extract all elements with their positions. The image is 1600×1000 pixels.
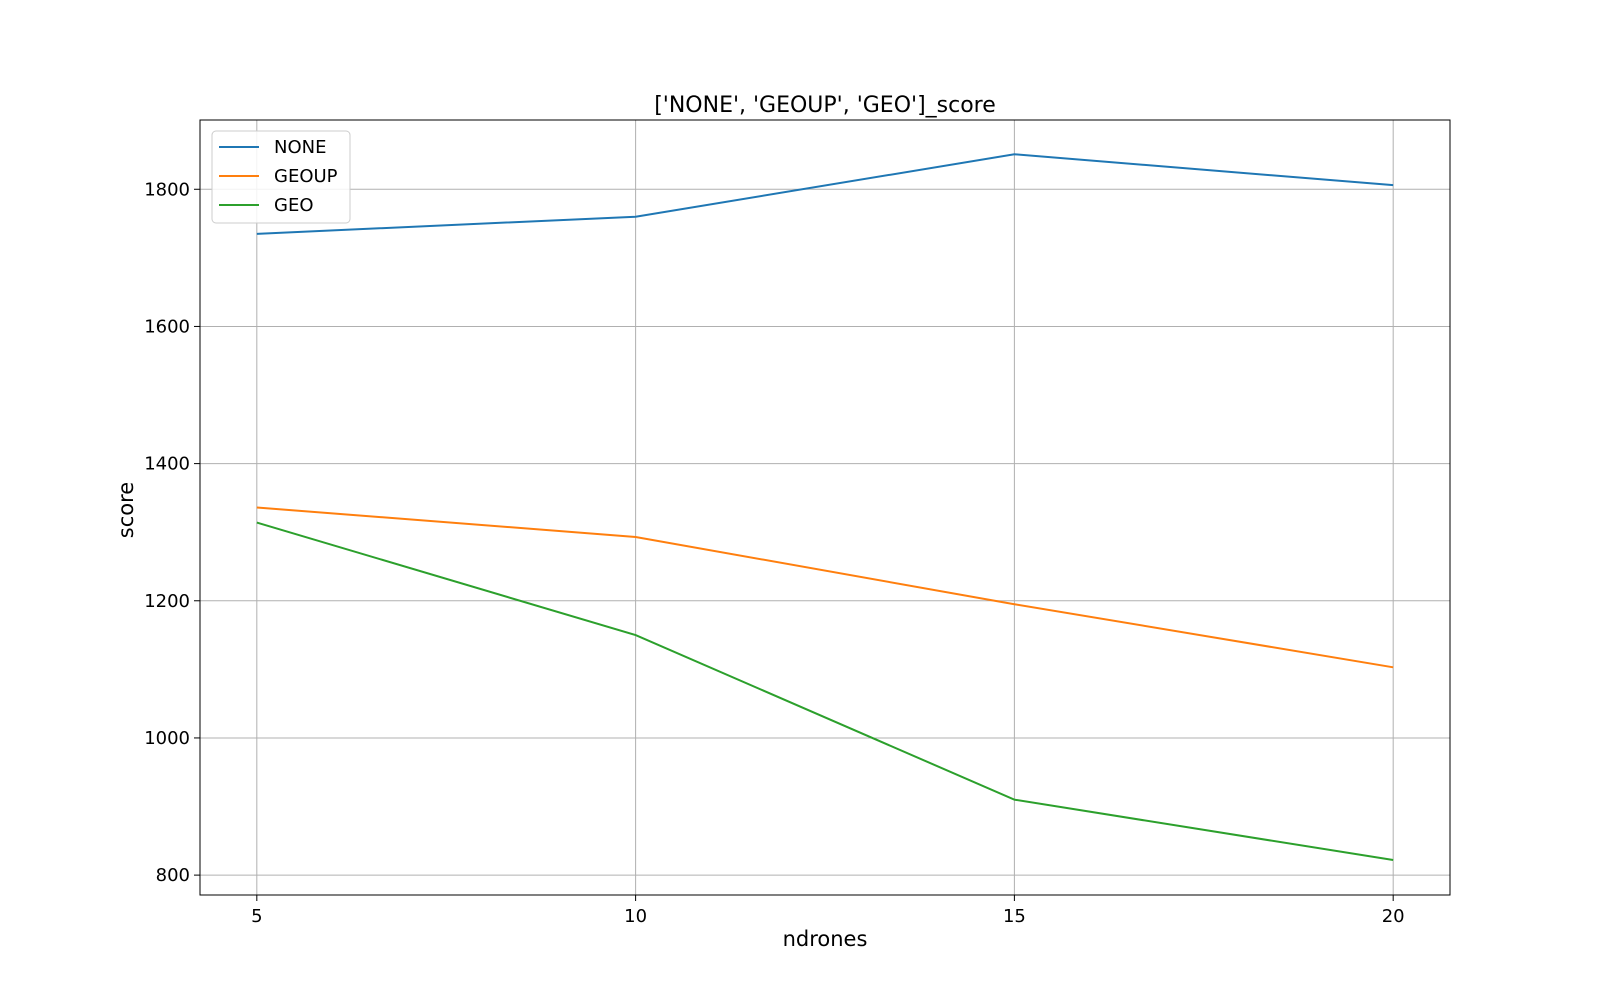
legend-label-none: NONE [274, 137, 326, 158]
legend-label-geoup: GEOUP [274, 166, 338, 187]
y-axis-ticks: 800 1000 1200 1400 1600 1800 [144, 179, 200, 886]
series-line-none [256, 153, 1394, 235]
series-line-geoup [256, 506, 1394, 669]
grid [200, 120, 1450, 895]
legend-box [211, 130, 351, 224]
y-tick-label: 800 [156, 865, 190, 886]
series-lines [256, 153, 1394, 862]
x-axis-ticks: 5 10 15 20 [251, 895, 1405, 927]
x-tick-label: 10 [624, 906, 647, 927]
y-axis-label: score [114, 482, 138, 538]
legend-label-geo: GEO [274, 195, 314, 216]
x-tick-label: 15 [1003, 906, 1026, 927]
series-line-geo [256, 521, 1394, 862]
x-tick-label: 20 [1382, 906, 1405, 927]
legend: NONE GEOUP GEO [211, 130, 351, 224]
x-tick-label: 5 [251, 906, 262, 927]
y-tick-label: 1600 [144, 316, 190, 337]
plot-frame [199, 119, 1451, 896]
chart-title: ['NONE', 'GEOUP', 'GEO']_score [654, 93, 996, 118]
y-tick-label: 1000 [144, 728, 190, 749]
y-tick-label: 1800 [144, 179, 190, 200]
x-axis-label: ndrones [783, 927, 868, 951]
y-tick-label: 1200 [144, 591, 190, 612]
y-tick-label: 1400 [144, 454, 190, 475]
